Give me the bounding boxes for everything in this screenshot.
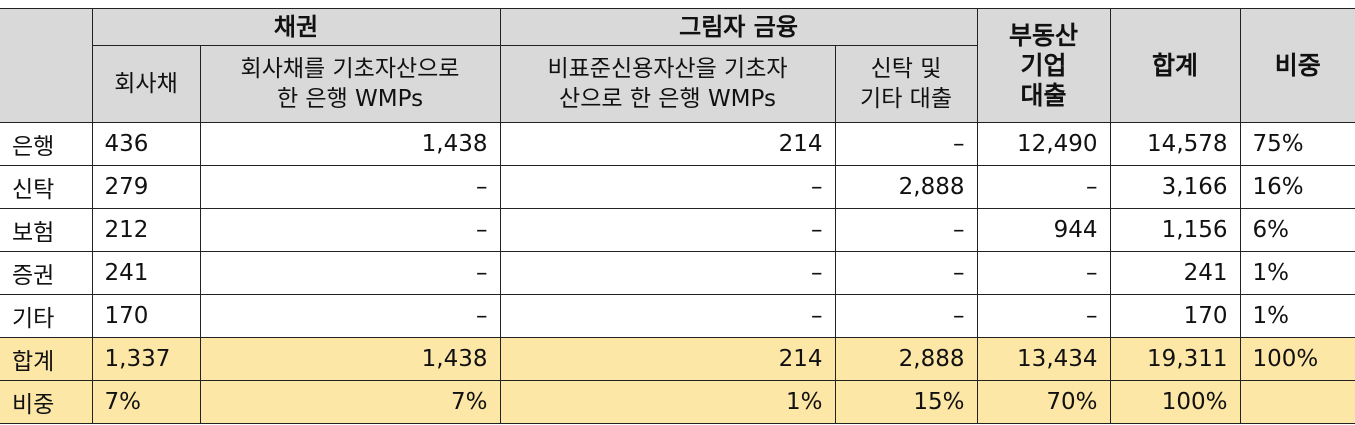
table-cell: 436 [91, 122, 201, 166]
corner-cell [0, 8, 93, 123]
header-cell: 비중 [1239, 8, 1355, 123]
table-cell: – [499, 251, 836, 295]
table-cell: 100% [1109, 380, 1241, 424]
table-cell: 214 [499, 122, 836, 166]
table-cell: 14,578 [1109, 122, 1241, 166]
table-cell: 241 [1109, 251, 1241, 295]
table-cell: 944 [976, 208, 1111, 252]
table-cell: 7% [91, 380, 201, 424]
table-cell: 241 [91, 251, 201, 295]
table-cell: 1,337 [91, 337, 201, 381]
table-cell: 1% [1239, 251, 1355, 295]
table-cell: – [976, 294, 1111, 338]
table-cell [1239, 380, 1355, 424]
header-line: 회사채를 기초자산으로 [240, 56, 460, 82]
row-label: 비중 [0, 380, 93, 424]
table-cell: – [199, 165, 501, 209]
table-cell: 12,490 [976, 122, 1111, 166]
table-cell: 3,166 [1109, 165, 1241, 209]
table-body: 은행 436 1,438 214–12,490 14,578 75% 신탁 279– –2,88… [0, 122, 1355, 424]
table-row: 신탁 279– –2,888–3,166 16% [0, 165, 1355, 209]
header-line: 신탁 및 [870, 56, 942, 82]
table-cell: 75% [1239, 122, 1355, 166]
row-label: 은행 [0, 122, 93, 166]
table-row: 은행 436 1,438 214–12,490 14,578 75% [0, 122, 1355, 166]
table-cell: 1% [1239, 294, 1355, 338]
table-cell: 100% [1239, 337, 1355, 381]
table-cell: – [499, 294, 836, 338]
table-row: 비중 7% 7% 1% 15% 70% 100% [0, 380, 1355, 424]
table-cell: – [976, 165, 1111, 209]
table-cell: 1,438 [199, 122, 501, 166]
table-cell: 214 [499, 337, 836, 381]
row-label: 보험 [0, 208, 93, 252]
table-cell: 1,438 [199, 337, 501, 381]
table-cell: – [499, 165, 836, 209]
table-cell: – [499, 208, 836, 252]
table-cell: 6% [1239, 208, 1355, 252]
table-cell: 15% [834, 380, 978, 424]
table-cell: – [199, 294, 501, 338]
header-line: 부동산 [1009, 20, 1079, 50]
header-line: 대출 [1020, 80, 1067, 110]
table-cell: 1,156 [1109, 208, 1241, 252]
header-cell: 회사채 [92, 45, 201, 123]
table-cell: 16% [1239, 165, 1355, 209]
table-cell: 212 [91, 208, 201, 252]
header-cell: 채권 [91, 8, 501, 46]
table-cell: 7% [199, 380, 501, 424]
header-line: 비표준신용자산을 기초자 [547, 56, 788, 82]
header-line: 기업 [1020, 50, 1067, 80]
table-cell: 19,311 [1109, 337, 1241, 381]
table-row: 보험 212– – –944 1,156 6% [0, 208, 1355, 252]
table-cell: 279 [91, 165, 201, 209]
table-cell: – [199, 208, 501, 252]
header-line: 산으로 한 은행 WMPs [559, 86, 776, 112]
table-cell: 2,888 [834, 165, 978, 209]
header-line: 기타 대출 [860, 86, 952, 112]
table-cell: 170 [1109, 294, 1241, 338]
table-cell: – [834, 294, 978, 338]
header-line: 회사채 [114, 71, 178, 97]
header-cell: 합계 [1109, 8, 1241, 123]
header-cell: 부동산 기업 대출 [976, 8, 1111, 123]
table-cell: – [976, 251, 1111, 295]
header-row: 회사채 회사채를 기초자산으로 한 은행 WMPs 비표준신용자산을 기초자 산으로 한… [0, 45, 1355, 123]
table-cell: 1% [499, 380, 836, 424]
table-cell: – [834, 122, 978, 166]
table-cell: 70% [976, 380, 1111, 424]
table-cell: 13,434 [976, 337, 1111, 381]
table-cell: 170 [91, 294, 201, 338]
header-line: 한 은행 WMPs [276, 86, 424, 112]
row-label: 합계 [0, 337, 93, 381]
table-cell: – [834, 251, 978, 295]
table-row: 기타 170– – – –170 1% [0, 294, 1355, 338]
table-cell: 2,888 [834, 337, 978, 381]
row-label: 증권 [0, 251, 93, 295]
header-cell: 그림자 금융 [499, 8, 978, 46]
header-row: 채권 그림자 금융 부동산 기업 대출 합계 비중 [0, 8, 1355, 123]
table-row: 증권 241– – – –241 1% [0, 251, 1355, 295]
row-label: 신탁 [0, 165, 93, 209]
table-row: 합계 1,337 1,438 214 2,888 13,434 19,311 100% [0, 337, 1355, 381]
table-cell: – [834, 208, 978, 252]
row-label: 기타 [0, 294, 93, 338]
table-cell: – [199, 251, 501, 295]
